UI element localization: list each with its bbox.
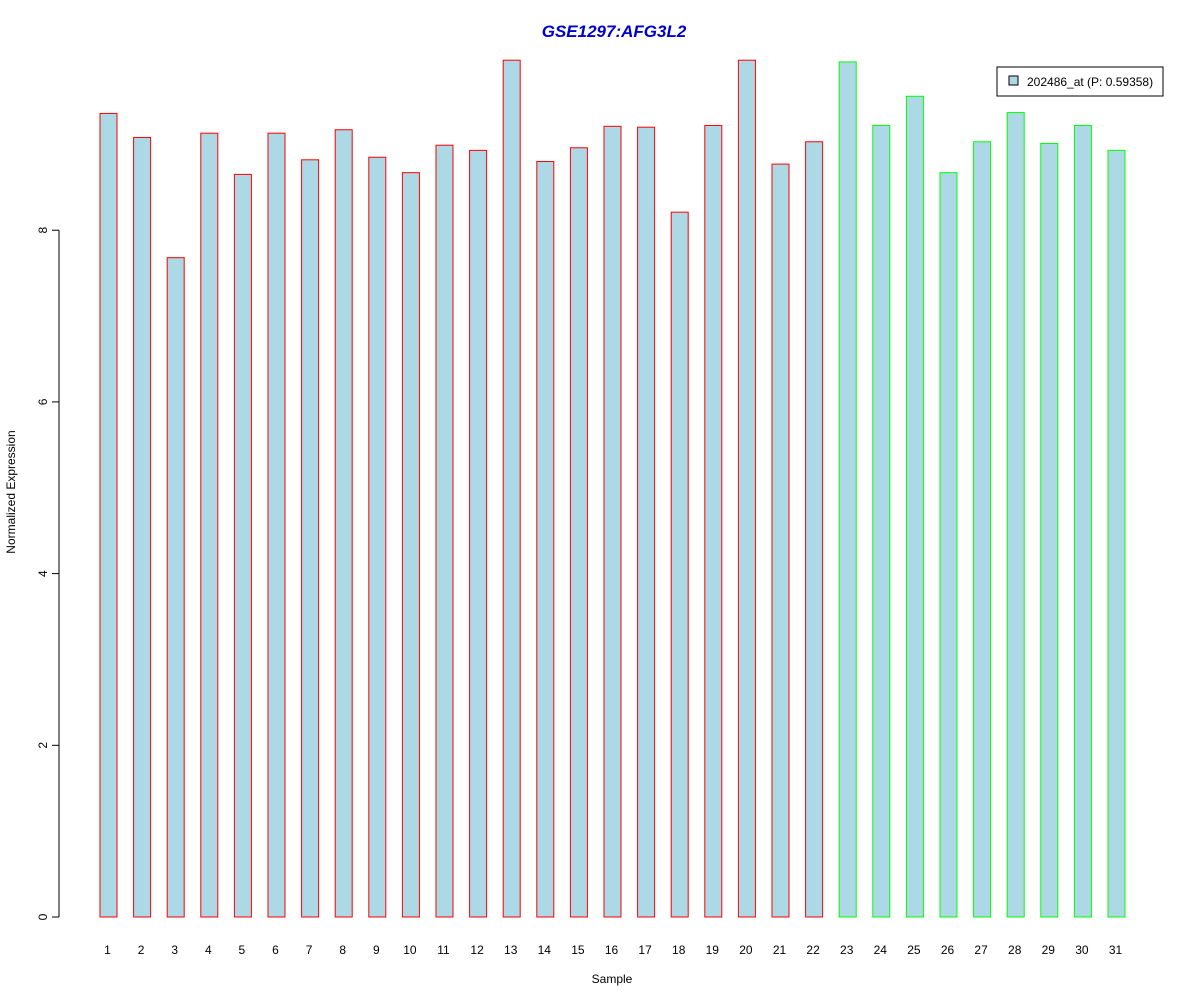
bar [973, 141, 992, 918]
x-tick-label: 7 [306, 943, 313, 957]
bar [99, 112, 118, 918]
x-tick-label: 30 [1075, 943, 1089, 957]
bar [200, 132, 219, 918]
x-axis-label: Sample [592, 972, 633, 986]
x-tick-label: 26 [941, 943, 955, 957]
bar [737, 59, 756, 918]
y-tick-label: 8 [36, 227, 50, 234]
bar [536, 161, 555, 918]
bar [1073, 124, 1092, 918]
x-tick-label: 1 [104, 943, 111, 957]
x-tick-labels: 1 2 3 4 5 6 7 8 9 10 11 12 13 14 15 16 17 18 19 20 21 22 23 24 2… [104, 943, 1122, 957]
bar [569, 147, 588, 918]
bar [233, 173, 252, 918]
x-tick-label: 20 [739, 943, 753, 957]
x-tick-label: 25 [907, 943, 921, 957]
x-tick-label: 24 [874, 943, 888, 957]
y-axis-label: Normalized Expression [4, 430, 18, 553]
x-tick-label: 16 [605, 943, 619, 957]
bar [301, 159, 320, 918]
y-tick-label: 6 [36, 398, 50, 405]
x-tick-label: 4 [205, 943, 212, 957]
x-tick-label: 22 [806, 943, 820, 957]
bars-group [99, 59, 1126, 918]
x-tick-label: 3 [171, 943, 178, 957]
x-tick-label: 11 [437, 943, 450, 957]
y-tick-label: 2 [36, 742, 50, 749]
bar [637, 126, 656, 918]
y-tick-label: 0 [36, 913, 50, 920]
x-tick-label: 8 [339, 943, 346, 957]
x-tick-label: 15 [571, 943, 585, 957]
bar [435, 144, 454, 918]
bar [502, 59, 521, 918]
bar [704, 124, 723, 918]
x-tick-label: 13 [504, 943, 518, 957]
legend-swatch [1008, 75, 1019, 86]
x-tick-label: 19 [706, 943, 720, 957]
chart-title: GSE1297:AFG3L2 [542, 22, 687, 41]
bar [872, 124, 891, 918]
x-tick-label: 2 [138, 943, 145, 957]
x-tick-label: 12 [470, 943, 484, 957]
bar [805, 141, 824, 918]
x-tick-label: 5 [239, 943, 246, 957]
x-tick-label: 23 [840, 943, 854, 957]
legend-label: 202486_at (P: 0.59358) [1027, 75, 1153, 89]
bar [1107, 149, 1126, 918]
bar [166, 257, 185, 918]
bar [368, 156, 387, 918]
x-tick-label: 14 [538, 943, 552, 957]
x-tick-label: 21 [773, 943, 787, 957]
bar [905, 95, 924, 918]
x-tick-label: 10 [403, 943, 417, 957]
x-tick-label: 9 [373, 943, 380, 957]
x-tick-label: 31 [1109, 943, 1123, 957]
bar [670, 211, 689, 918]
bar [469, 149, 488, 918]
y-axis: 0 2 4 6 8 [36, 227, 60, 920]
x-tick-label: 18 [672, 943, 686, 957]
legend: 202486_at (P: 0.59358) [996, 66, 1164, 97]
bar [1006, 112, 1025, 918]
x-tick-label: 29 [1042, 943, 1056, 957]
x-tick-label: 28 [1008, 943, 1022, 957]
y-tick-label: 4 [36, 570, 50, 577]
bar [771, 163, 790, 918]
bar [939, 172, 958, 918]
bar [334, 129, 353, 918]
bar [838, 61, 857, 918]
bar [133, 136, 152, 918]
x-tick-label: 27 [974, 943, 988, 957]
bar [401, 172, 420, 918]
bar [267, 132, 286, 918]
bar [603, 125, 622, 918]
x-tick-label: 17 [638, 943, 652, 957]
legend-box [996, 66, 1164, 97]
bar [1040, 142, 1059, 918]
x-tick-label: 6 [272, 943, 279, 957]
